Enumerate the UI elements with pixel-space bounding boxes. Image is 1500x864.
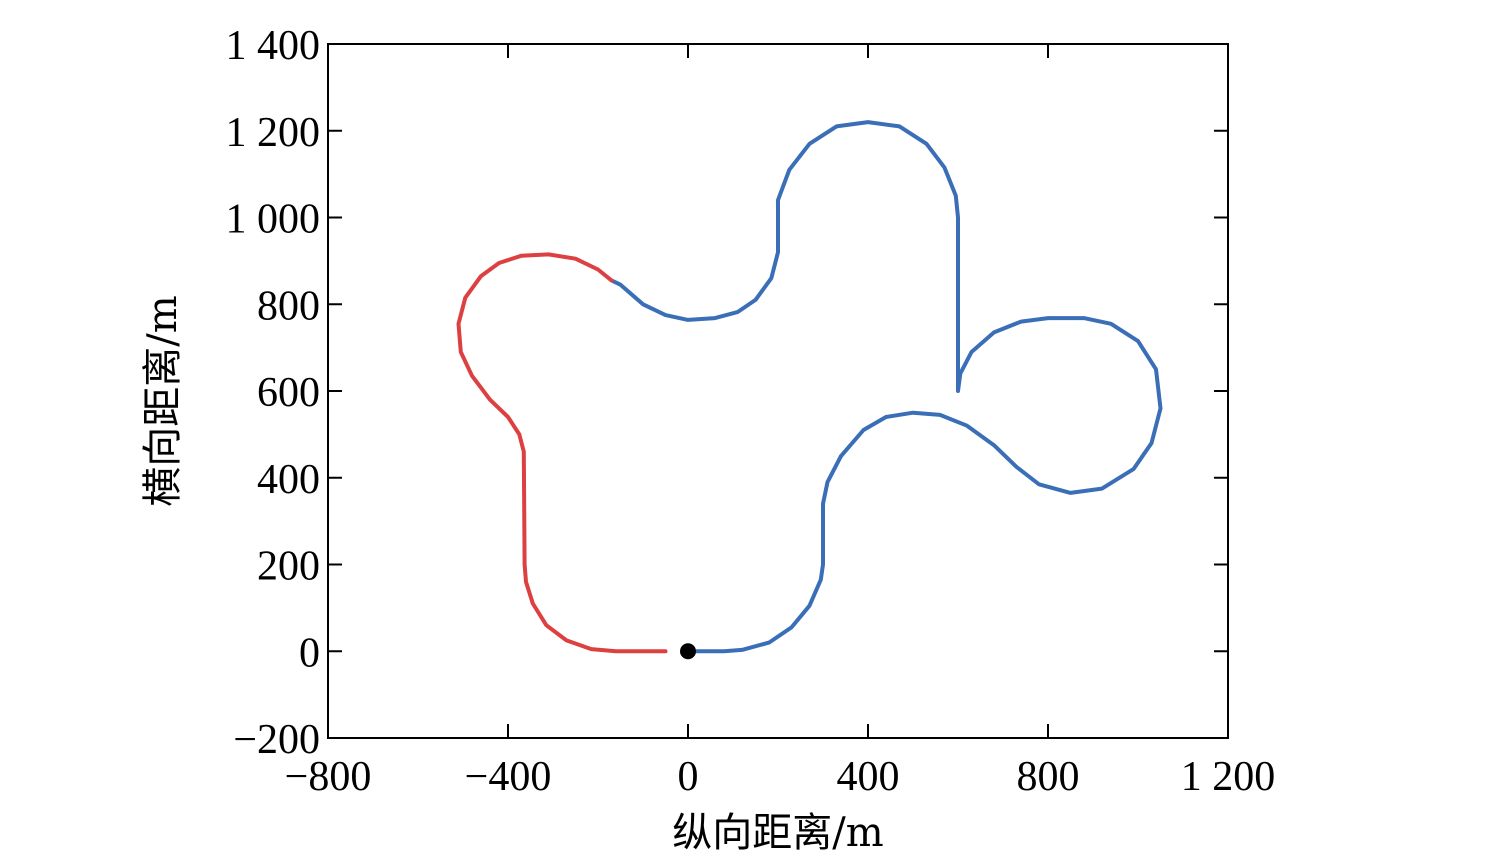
y-tick-label: 1 400 — [226, 23, 321, 69]
plot-frame — [327, 43, 1229, 739]
y-axis-ticks: −200 0 200 400 600 800 1 000 1 200 1 400 — [226, 23, 1228, 763]
x-tick-label: 400 — [837, 754, 900, 800]
y-tick-label: 200 — [257, 544, 320, 590]
trajectory-series-2 — [456, 252, 668, 654]
x-tick-label: 0 — [678, 754, 699, 800]
y-tick-label: 400 — [257, 457, 320, 503]
x-tick-label: −400 — [465, 754, 552, 800]
series-group — [456, 120, 1163, 654]
trajectory-series-1 — [609, 120, 1163, 654]
x-tick-label: 1 200 — [1181, 754, 1276, 800]
x-axis-ticks: −800 −400 0 400 800 1 200 — [285, 44, 1276, 800]
y-tick-label: 1 000 — [226, 197, 321, 243]
y-tick-label: 600 — [257, 370, 320, 416]
x-tick-label: 800 — [1017, 754, 1080, 800]
x-axis-title: 纵向距离/m — [672, 810, 883, 856]
y-tick-label: −200 — [233, 717, 320, 763]
start-marker-group — [680, 643, 696, 660]
y-tick-label: 1 200 — [226, 110, 321, 156]
y-axis-title: 横向距离/m — [140, 295, 186, 506]
start-point-marker — [680, 643, 696, 660]
y-tick-label: 800 — [257, 283, 320, 329]
y-tick-label: 0 — [299, 630, 320, 676]
x-tick-label: −800 — [285, 754, 372, 800]
